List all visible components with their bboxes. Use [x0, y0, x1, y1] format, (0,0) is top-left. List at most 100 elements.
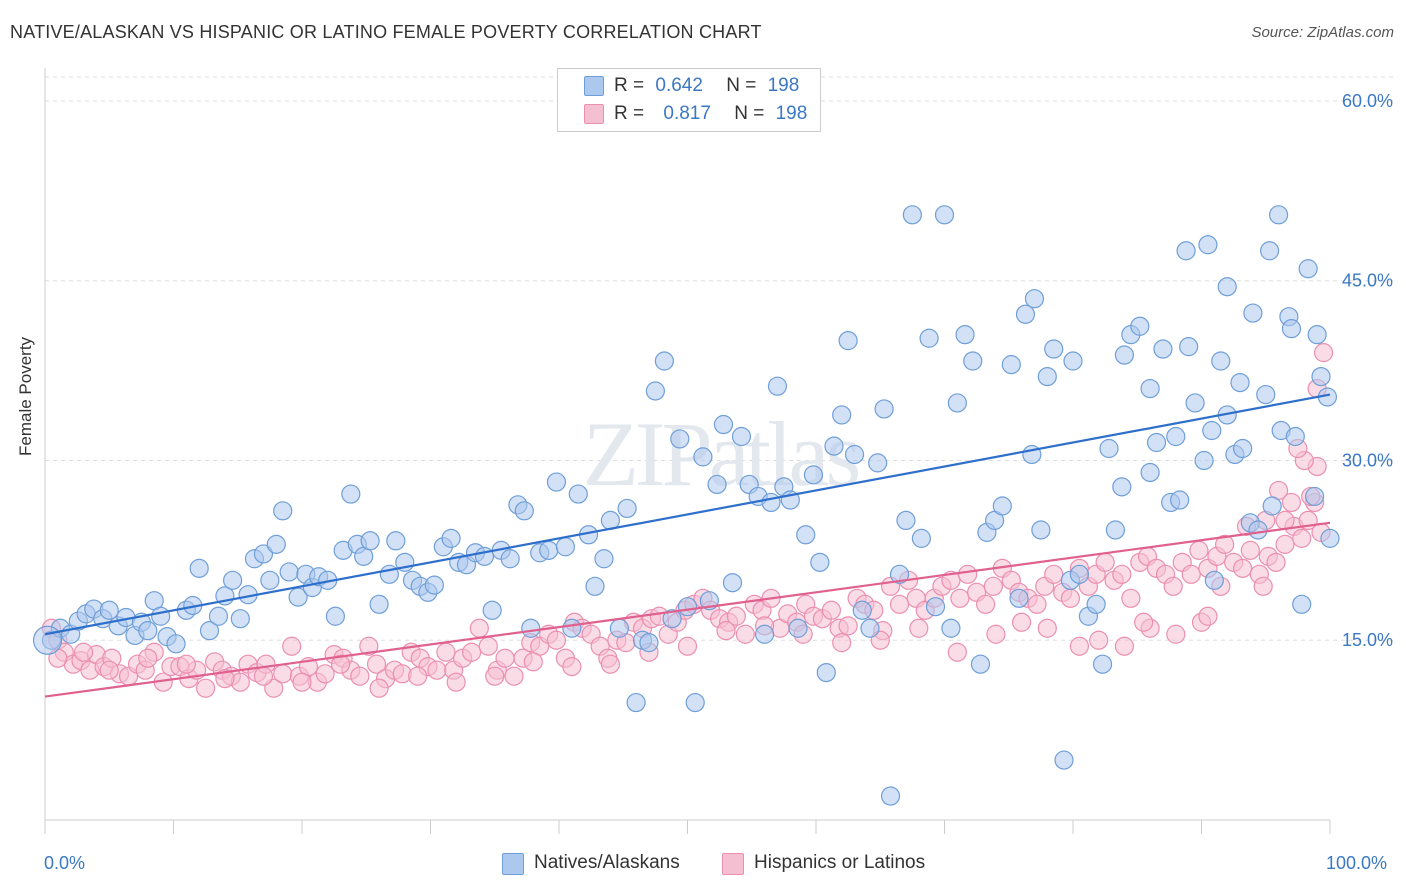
- point-hispanics: [366, 654, 387, 674]
- point-natives: [273, 501, 293, 521]
- point-hispanics: [600, 654, 621, 674]
- y-tick-label: 15.0%: [1342, 630, 1393, 650]
- point-hispanics: [546, 630, 567, 650]
- legend-n-value: 198: [767, 75, 800, 96]
- point-natives: [1166, 426, 1186, 447]
- point-natives: [266, 534, 286, 554]
- point-hispanics: [1060, 588, 1081, 608]
- point-natives: [1285, 426, 1305, 447]
- point-natives: [1015, 304, 1036, 324]
- point-natives: [947, 393, 967, 413]
- point-natives: [868, 453, 888, 473]
- bottom-legend-label-natives: Natives/Alaskans: [534, 852, 680, 873]
- point-natives: [970, 654, 991, 674]
- point-hispanics: [504, 666, 524, 686]
- point-natives: [1202, 420, 1222, 441]
- point-hispanics: [1121, 588, 1141, 608]
- point-natives: [341, 484, 361, 504]
- point-hispanics: [562, 657, 582, 677]
- point-hispanics: [1134, 612, 1154, 632]
- point-natives: [639, 633, 659, 653]
- point-hispanics: [909, 618, 929, 638]
- point-hispanics: [716, 621, 736, 641]
- point-natives: [1176, 241, 1196, 261]
- point-hispanics: [950, 588, 970, 608]
- point-natives: [279, 562, 299, 582]
- point-hispanics: [485, 666, 505, 686]
- point-hispanics: [138, 648, 158, 668]
- point-hispanics: [350, 666, 370, 686]
- correlation-legend: R = 0.642 N = 198 R = 0.817 N = 198: [557, 68, 821, 132]
- point-natives: [1086, 594, 1106, 614]
- point-hispanics: [462, 642, 482, 662]
- point-hispanics: [1281, 492, 1302, 513]
- x-max-label: 100.0%: [1326, 853, 1388, 873]
- point-hispanics: [1069, 636, 1090, 656]
- point-natives: [654, 351, 674, 371]
- point-natives: [223, 570, 243, 590]
- point-hispanics: [215, 668, 235, 689]
- point-natives: [685, 692, 705, 713]
- point-natives: [880, 786, 901, 806]
- legend-swatch-pink: [584, 104, 604, 124]
- point-natives: [1054, 750, 1074, 770]
- y-tick-label: 30.0%: [1342, 450, 1393, 470]
- point-natives: [1063, 351, 1083, 371]
- point-natives-large: [32, 625, 63, 655]
- point-natives: [1204, 570, 1224, 590]
- point-natives: [662, 609, 682, 629]
- point-natives: [1009, 588, 1029, 608]
- legend-r-value: 0.817: [663, 103, 711, 124]
- point-natives: [1230, 372, 1250, 393]
- point-natives: [500, 549, 520, 569]
- point-natives: [1153, 339, 1173, 359]
- point-natives: [816, 662, 836, 683]
- point-natives: [1243, 303, 1263, 323]
- point-hispanics: [1027, 594, 1047, 614]
- point-hispanics: [1275, 534, 1295, 554]
- point-natives: [1092, 654, 1113, 674]
- point-hispanics: [1215, 534, 1235, 554]
- point-hispanics: [983, 576, 1003, 596]
- point-natives: [852, 600, 872, 620]
- point-natives: [199, 621, 220, 641]
- point-hispanics: [99, 660, 119, 680]
- point-natives: [1037, 366, 1057, 387]
- point-natives: [1179, 337, 1199, 357]
- point-hispanics: [1240, 540, 1260, 560]
- point-hispanics: [976, 594, 996, 614]
- point-natives: [514, 501, 534, 521]
- point-natives: [707, 474, 727, 495]
- point-hispanics: [986, 624, 1006, 644]
- point-natives: [562, 618, 582, 638]
- point-hispanics: [1166, 624, 1186, 644]
- point-natives: [617, 498, 637, 519]
- point-natives: [189, 558, 209, 578]
- point-natives: [645, 381, 665, 401]
- point-natives: [1281, 319, 1302, 339]
- point-natives: [670, 429, 690, 449]
- point-natives: [1069, 564, 1090, 584]
- point-hispanics: [677, 636, 698, 656]
- point-natives: [585, 576, 605, 596]
- point-natives: [824, 436, 844, 456]
- point-hispanics: [427, 660, 447, 680]
- point-natives: [369, 594, 389, 614]
- point-natives: [1001, 355, 1021, 375]
- point-natives: [441, 528, 461, 548]
- point-hispanics: [315, 664, 335, 684]
- point-hispanics: [1114, 636, 1135, 656]
- point-natives: [767, 376, 788, 396]
- point-hispanics: [1189, 540, 1209, 560]
- point-natives: [925, 597, 946, 617]
- point-natives: [260, 570, 280, 590]
- point-natives: [1140, 378, 1160, 399]
- point-hispanics: [1112, 564, 1132, 584]
- chart-title: NATIVE/ALASKAN VS HISPANIC OR LATINO FEM…: [10, 22, 762, 42]
- point-natives: [626, 692, 646, 713]
- point-natives: [386, 531, 406, 551]
- point-hispanics: [273, 664, 293, 684]
- legend-r-value: 0.642: [655, 75, 703, 96]
- legend-swatch-blue: [584, 76, 604, 96]
- point-hispanics: [1037, 618, 1057, 638]
